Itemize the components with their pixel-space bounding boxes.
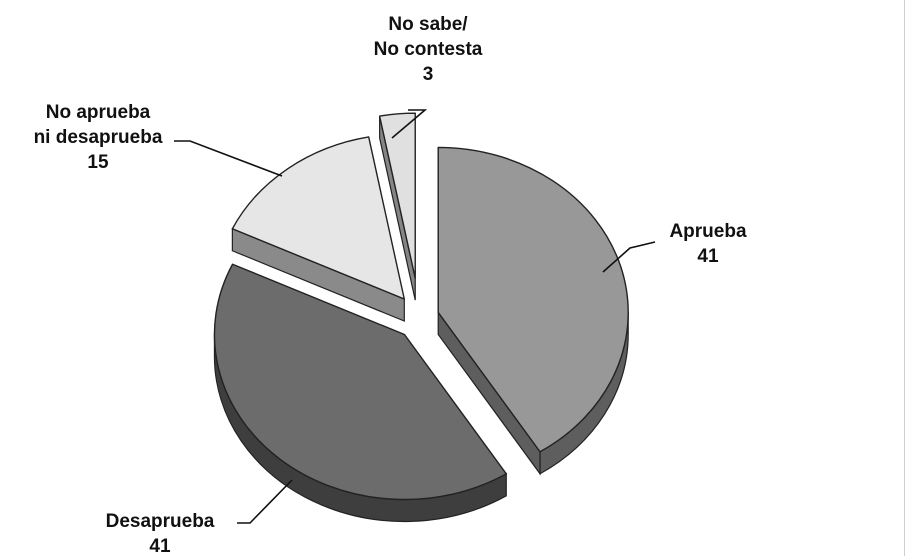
label-text-no-aprueba-ni-desaprueba: No aprueba [46, 102, 151, 123]
label-text-desaprueba: Desaprueba [106, 511, 215, 532]
label-text-no-sabe-no-contesta: No sabe/ [388, 14, 468, 35]
slice-no-sabe-no-contesta [378, 112, 416, 279]
label-no-aprueba-ni-desaprueba: No aprueba ni desaprueba 15 [34, 102, 163, 173]
label-text-aprueba: Aprueba [669, 221, 747, 242]
label-desaprueba: Desaprueba 41 [106, 511, 215, 556]
label-text-no-aprueba-ni-desaprueba: ni desaprueba [34, 127, 163, 148]
leader-line-no-sabe-no-contesta [391, 109, 428, 139]
slice-desaprueba [213, 263, 507, 501]
pie-sides [213, 115, 629, 523]
slice-aprueba [437, 146, 629, 453]
pie-slices [213, 112, 629, 501]
label-text-no-sabe-no-contesta: No contesta [374, 39, 483, 60]
leader-line-aprueba [602, 241, 656, 273]
label-no-sabe-no-contesta: No sabe/No contesta 3 [374, 14, 483, 85]
label-value-no-sabe-no-contesta: 3 [423, 64, 434, 85]
slice-labels: Aprueba 41 Desaprueba 41 No aprueba ni desapr… [34, 14, 747, 556]
label-aprueba: Aprueba 41 [669, 221, 747, 267]
label-value-aprueba: 41 [697, 246, 719, 267]
label-value-no-aprueba-ni-desaprueba: 15 [87, 152, 109, 173]
leader-lines [174, 109, 656, 524]
leader-line-desaprueba [237, 479, 293, 524]
slice-no-aprueba-ni-desaprueba [231, 136, 405, 300]
leader-line-no-aprueba-ni-desaprueba [174, 140, 283, 177]
label-value-desaprueba: 41 [149, 536, 171, 556]
